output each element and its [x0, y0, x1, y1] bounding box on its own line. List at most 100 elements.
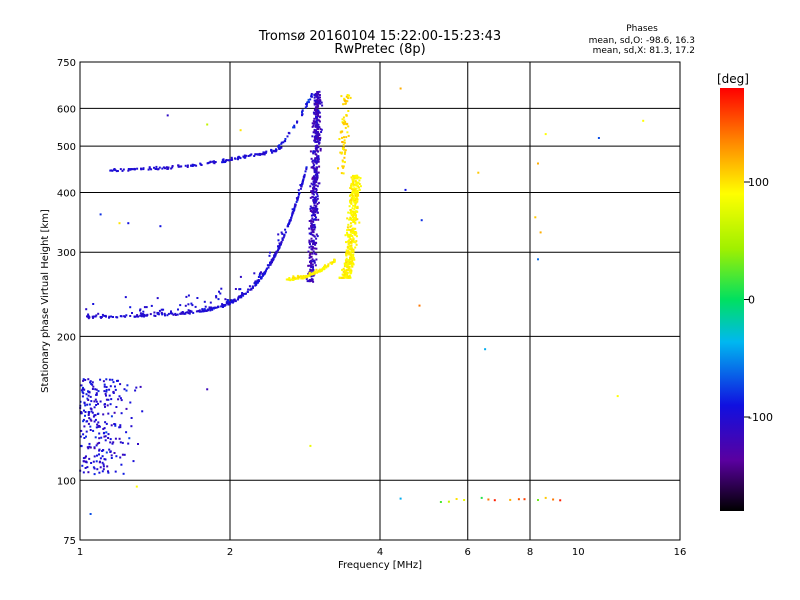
x-mode-cusp-point [349, 187, 352, 189]
o-mode-point [265, 267, 268, 270]
o-mode-cusp-point [318, 120, 321, 123]
o-mode-point [129, 315, 132, 317]
o-mode-upper-point [282, 141, 285, 144]
o-mode-point [150, 304, 153, 307]
o-mode-point [253, 272, 256, 275]
o-mode-cusp-point [310, 266, 313, 268]
o-mode-upper-point [228, 159, 231, 162]
o-mode-point [161, 313, 164, 316]
e-region-point [96, 454, 98, 457]
x-mode-cusp-point [346, 226, 349, 229]
o-mode-point [201, 308, 204, 311]
o-mode-upper-point [230, 156, 233, 159]
o-mode-cusp-point [314, 157, 317, 160]
colorbar-tick-label: -100 [748, 411, 773, 424]
x-mode-point [297, 277, 300, 280]
e-region-point [130, 417, 133, 419]
e-region-point [112, 441, 115, 444]
o-mode-upper-point [309, 98, 312, 101]
o-mode-cusp-point [308, 279, 311, 281]
o-mode-point [260, 271, 262, 274]
o-mode-point [182, 312, 184, 315]
x-mode-cusp-point [347, 235, 350, 238]
e-region-point [99, 378, 102, 381]
o-mode-cusp-point [317, 158, 320, 161]
e-region-point [114, 437, 117, 440]
o-mode-cusp-point [315, 160, 318, 163]
x-mode-cusp-point [340, 95, 343, 98]
o-mode-cusp-point [312, 242, 315, 245]
x-mode-cusp-point [342, 276, 345, 279]
o-mode-cusp-point [313, 261, 316, 264]
x-mode-cusp-point [354, 203, 357, 206]
e-region-point [81, 464, 84, 467]
e-region-point [91, 411, 94, 414]
x-mode-cusp-point [346, 276, 349, 279]
x-mode-cusp-point [350, 247, 353, 250]
o-mode-upper-point [111, 169, 114, 172]
o-mode-point [242, 292, 245, 295]
e-region-point [87, 471, 90, 474]
x-mode-cusp-point [353, 216, 356, 219]
e-region-point [128, 437, 131, 440]
x-mode-cusp-point [349, 241, 352, 244]
x-mode-cusp-point [345, 252, 348, 255]
o-mode-point [108, 315, 111, 318]
e-region-point [103, 458, 106, 461]
x-mode-cusp-point [352, 217, 355, 220]
e-region-point [89, 395, 92, 398]
x-mode-point [294, 277, 297, 280]
o-mode-cusp-point [314, 125, 317, 128]
o-mode-point [282, 236, 285, 239]
x-mode-cusp-point [349, 276, 352, 279]
o-mode-cusp-point [317, 126, 320, 128]
x-mode-cusp-point [343, 98, 346, 101]
e-region-point [105, 394, 107, 397]
e-region-point [107, 471, 110, 474]
o-mode-cusp-point [306, 280, 309, 283]
x-mode-cusp-point [356, 207, 359, 209]
o-mode-upper-point [167, 166, 170, 169]
o-mode-upper-point [293, 126, 296, 129]
o-mode-cusp-point [315, 237, 318, 240]
e-region-point [141, 410, 144, 413]
o-mode-cusp-point [319, 147, 322, 150]
e-region-point [110, 454, 113, 457]
o-mode-cusp-point [317, 171, 320, 174]
x-mode-cusp-point [354, 231, 357, 233]
o-mode-point [303, 173, 306, 176]
x-tick-label: 8 [527, 547, 533, 558]
o-mode-upper-point [301, 113, 304, 116]
o-mode-cusp-point [315, 116, 318, 118]
x-mode-cusp-point [355, 187, 358, 190]
e-region-point [102, 463, 105, 466]
isolated-echo-point [534, 216, 537, 219]
x-mode-cusp-point [358, 188, 361, 191]
isolated-echo-point [99, 213, 102, 216]
stats-x-mode: mean, sd,X: 81.3, 17.2 [593, 46, 695, 56]
x-mode-cusp-point [351, 214, 354, 216]
x-mode-cusp-point [349, 216, 352, 219]
o-mode-cusp-point [314, 138, 317, 141]
e-region-point [89, 407, 92, 410]
isolated-echo-point [239, 129, 242, 132]
x-mode-cusp-point [346, 272, 349, 274]
o-mode-cusp-point [313, 129, 316, 132]
o-mode-cusp-point [315, 209, 318, 212]
x-mode-cusp-point [347, 233, 350, 236]
x-mode-cusp-point [343, 269, 346, 272]
x-mode-cusp-point [343, 139, 346, 142]
e-region-point [108, 394, 111, 397]
o-mode-upper-point [167, 167, 170, 170]
o-mode-cusp-point [313, 225, 316, 228]
o-mode-cusp-point [315, 157, 318, 160]
x-mode-cusp-point [351, 228, 354, 231]
o-mode-point [265, 269, 268, 272]
o-mode-cusp-point [315, 188, 318, 190]
x-mode-cusp-point [348, 253, 351, 256]
e-region-point [110, 415, 113, 418]
x-tick-label: 6 [465, 547, 471, 558]
o-mode-upper-point [127, 169, 130, 172]
x-mode-cusp-point [345, 261, 347, 264]
x-mode-cusp-point [347, 125, 350, 128]
